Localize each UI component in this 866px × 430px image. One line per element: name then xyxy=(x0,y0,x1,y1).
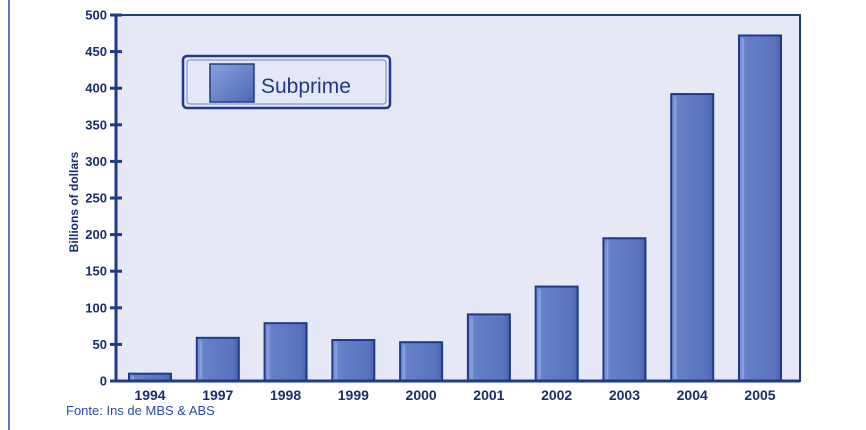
x-tick-label: 2000 xyxy=(406,387,437,403)
bar xyxy=(602,237,647,382)
y-tick-label: 0 xyxy=(100,374,107,389)
bar xyxy=(466,313,511,382)
x-tick-label: 1998 xyxy=(270,387,301,403)
legend-frame-inner xyxy=(186,59,387,105)
y-tick-label: 300 xyxy=(85,154,107,169)
y-tick-label: 150 xyxy=(85,264,107,279)
y-tick-label: 400 xyxy=(85,81,107,96)
y-tick-label: 200 xyxy=(85,227,107,242)
bar xyxy=(670,93,715,382)
y-axis-ticks: 0 50 100 150 200 250 300 350 400 450 500 xyxy=(85,8,122,389)
x-tick-label: 2004 xyxy=(677,387,708,403)
x-tick-label: 1997 xyxy=(202,387,233,403)
bars-layer xyxy=(128,34,782,383)
bar xyxy=(399,341,444,383)
y-tick-label: 250 xyxy=(85,191,107,206)
y-tick-label: 350 xyxy=(85,117,107,132)
left-border-rule xyxy=(8,0,10,430)
x-tick-label: 2002 xyxy=(541,387,572,403)
y-tick-label: 500 xyxy=(85,8,107,23)
x-tick-label: 1999 xyxy=(338,387,369,403)
y-tick-label: 100 xyxy=(85,300,107,315)
y-axis-title: Billions of dollars xyxy=(67,151,81,252)
bar xyxy=(263,322,308,382)
x-tick-label: 2005 xyxy=(744,387,775,403)
x-tick-label: 2003 xyxy=(609,387,640,403)
y-tick-label: 450 xyxy=(85,44,107,59)
bar xyxy=(331,339,376,382)
x-tick-label: 2001 xyxy=(473,387,504,403)
bar xyxy=(738,34,782,382)
bar xyxy=(195,336,240,383)
x-axis-labels: 1994 1997 1998 1999 2000 2001 2002 2003 2004 2005 xyxy=(134,387,775,403)
legend: Subprime xyxy=(181,54,392,110)
legend-swatch xyxy=(209,63,255,103)
source-note: Fonte: Ins de MBS & ABS xyxy=(66,403,215,418)
x-tick-label: 1994 xyxy=(134,387,165,403)
legend-label: Subprime xyxy=(261,75,351,98)
bar xyxy=(534,285,579,382)
y-tick-label: 50 xyxy=(93,337,107,352)
